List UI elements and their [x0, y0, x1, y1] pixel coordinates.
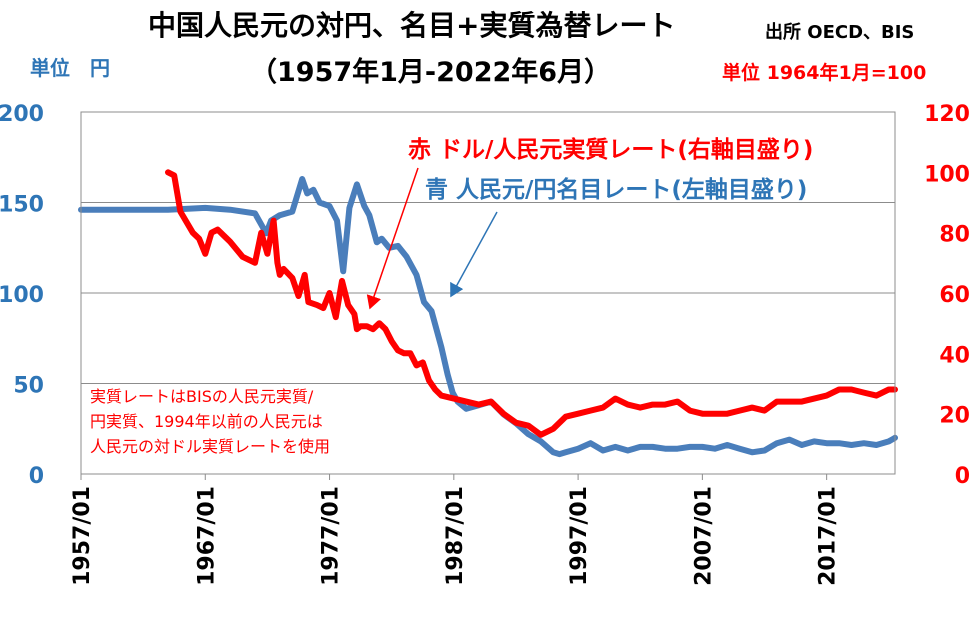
x-tick-label: 2017/01 — [816, 486, 841, 586]
y-right-tick-label: 20 — [939, 404, 970, 429]
chart-title-line1: 中国人民元の対円、名目+実質為替レート — [148, 9, 676, 42]
x-tick-label: 1977/01 — [319, 486, 344, 586]
left-axis-unit: 単位 円 — [30, 56, 110, 80]
x-tick-label: 1967/01 — [194, 486, 219, 586]
y-left-tick-label: 50 — [13, 374, 44, 399]
y-left-tick-label: 200 — [0, 102, 44, 127]
gridlines — [81, 202, 895, 384]
legend-red-arrow — [366, 167, 419, 310]
legend-red-series: 赤 ドル/人民元実質レート(右軸目盛り) — [408, 137, 814, 163]
y-right-tick-label: 100 — [924, 162, 970, 187]
x-tick-label: 1987/01 — [443, 486, 468, 586]
y-right-tick-label: 120 — [924, 102, 970, 127]
legend-arrows — [366, 167, 498, 310]
chart-source: 出所 OECD、BIS — [765, 22, 915, 43]
y-left-tick-label: 100 — [0, 283, 44, 308]
y-right-tick-label: 80 — [939, 223, 970, 248]
series-layer — [78, 169, 898, 458]
y-right-tick-label: 0 — [955, 464, 970, 489]
y-right-tick-label: 40 — [939, 343, 970, 368]
legend-blue-arrow — [450, 211, 498, 298]
x-tick-label: 2007/01 — [691, 486, 716, 586]
y-left-tick-label: 0 — [29, 464, 44, 489]
x-tick-label: 1997/01 — [567, 486, 592, 586]
legend-blue-series: 青 人民元/円名目レート(左軸目盛り) — [425, 177, 808, 203]
axes: 0 50 100 150 200 0 20 40 60 80 100 120 1957/01 1967/0… — [0, 102, 970, 586]
series-red-line — [165, 169, 898, 438]
y-right-tick-label: 60 — [939, 283, 970, 308]
chart-note: 実質レートはBISの人民元実質/ 円実質、1994年以前の人民元は 人民元の対ド… — [88, 384, 337, 461]
y-left-tick-label: 150 — [0, 193, 44, 218]
chart-title-line2: （1957年1月-2022年6月） — [250, 57, 612, 88]
x-tick-label: 1957/01 — [70, 486, 95, 586]
plot-frame — [80, 111, 896, 475]
right-axis-unit: 単位 1964年1月=100 — [722, 62, 927, 84]
